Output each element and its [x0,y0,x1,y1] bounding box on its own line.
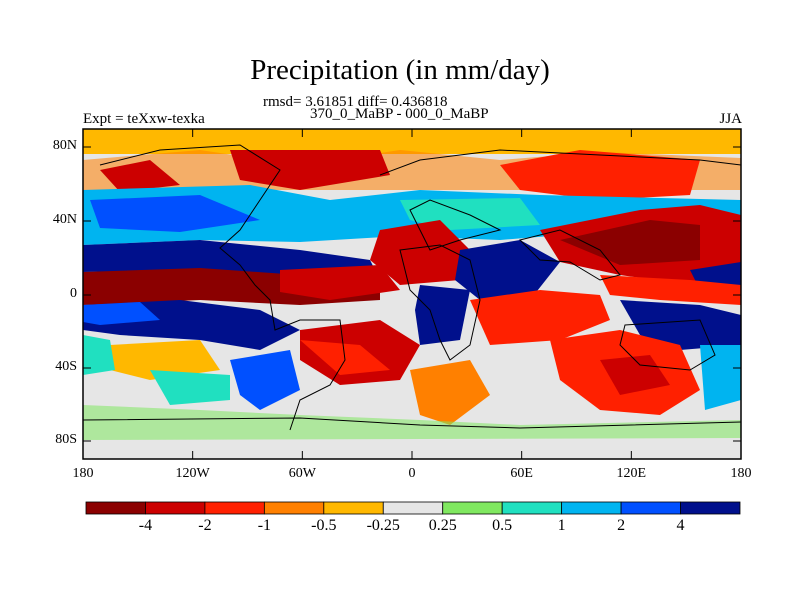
colorbar-swatch [501,501,563,515]
lat-label: 40N [52,212,77,227]
colorbar-swatch [145,501,206,515]
stats-line: rmsd= 3.61851 diff= 0.436818 [263,94,448,110]
colorbar-swatch [263,501,325,515]
colorbar-label: 0.25 [428,517,457,534]
lat-label: 80S [55,432,77,447]
field-layer [83,129,741,459]
lon-label: 120E [616,466,647,481]
season-label: JJA [719,111,742,127]
colorbar-label: -1 [257,517,272,534]
colorbar-label: 4 [676,517,685,534]
lat-label: 0 [70,286,77,301]
lat-label: 40S [55,359,77,374]
colorbar-swatch [620,501,681,515]
lon-label: 0 [408,466,416,481]
colorbar-swatch [442,501,503,515]
lon-label: 60E [510,466,533,481]
colorbar-swatch [323,501,384,515]
comparison-label: 370_0_MaBP - 000_0_MaBP [310,106,489,122]
map-title: Precipitation (in mm/day) [250,54,550,86]
lon-label: 60W [288,466,316,481]
colorbar-label: -2 [198,517,212,534]
axis-ticks [82,129,742,459]
colorbar-label: 2 [617,517,626,534]
colorbar-swatch [204,501,265,515]
colorbar-label: -0.25 [366,517,400,534]
lon-label: 180 [730,466,752,481]
colorbar-swatch [680,501,741,515]
lat-label: 80N [52,138,77,153]
colorbar-label: -0.5 [311,517,337,534]
colorbar-swatch [85,501,146,515]
colorbar [85,501,741,515]
coastlines [83,144,741,431]
colorbar-swatch [382,501,444,515]
colorbar-label: 1 [557,517,566,534]
colorbar-label: -4 [138,517,153,534]
colorbar-swatch [561,501,622,515]
colorbar-label: 0.5 [492,517,513,534]
lon-label: 180 [72,466,94,481]
lon-label: 120W [175,466,210,481]
experiment-label: Expt = teXxw-texka [83,111,205,127]
